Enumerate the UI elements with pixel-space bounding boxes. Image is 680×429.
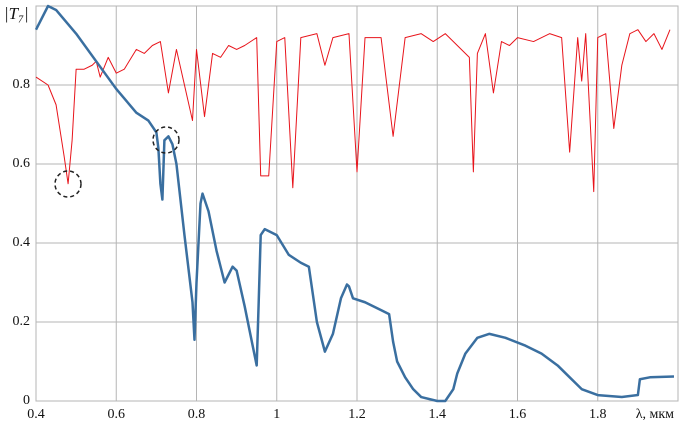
x-axis-label: λ, мкм xyxy=(636,407,674,422)
y-tick-label: 0.4 xyxy=(13,235,31,250)
y-tick-label: 0.8 xyxy=(13,77,31,92)
y-tick-label: 0.6 xyxy=(13,156,31,171)
x-tick-label: 0.8 xyxy=(188,407,206,422)
y-tick-label: 0.2 xyxy=(13,314,31,329)
plot xyxy=(34,4,678,403)
x-tick-label: 1.8 xyxy=(589,407,607,422)
x-tick-label: 1.4 xyxy=(429,407,447,422)
highlight-circle xyxy=(54,170,82,198)
x-tick-label: 1.2 xyxy=(348,407,366,422)
data-line xyxy=(35,29,671,193)
x-tick-label: 1 xyxy=(273,407,280,422)
data-line xyxy=(34,4,675,403)
x-tick-label: 0.4 xyxy=(27,407,45,422)
x-tick-label: 1.6 xyxy=(509,407,527,422)
y-tick-label: 0 xyxy=(23,393,30,408)
x-tick-label: 0.6 xyxy=(108,407,126,422)
highlight-circle xyxy=(152,126,180,154)
y-axis-label: |T₇| xyxy=(4,4,29,23)
